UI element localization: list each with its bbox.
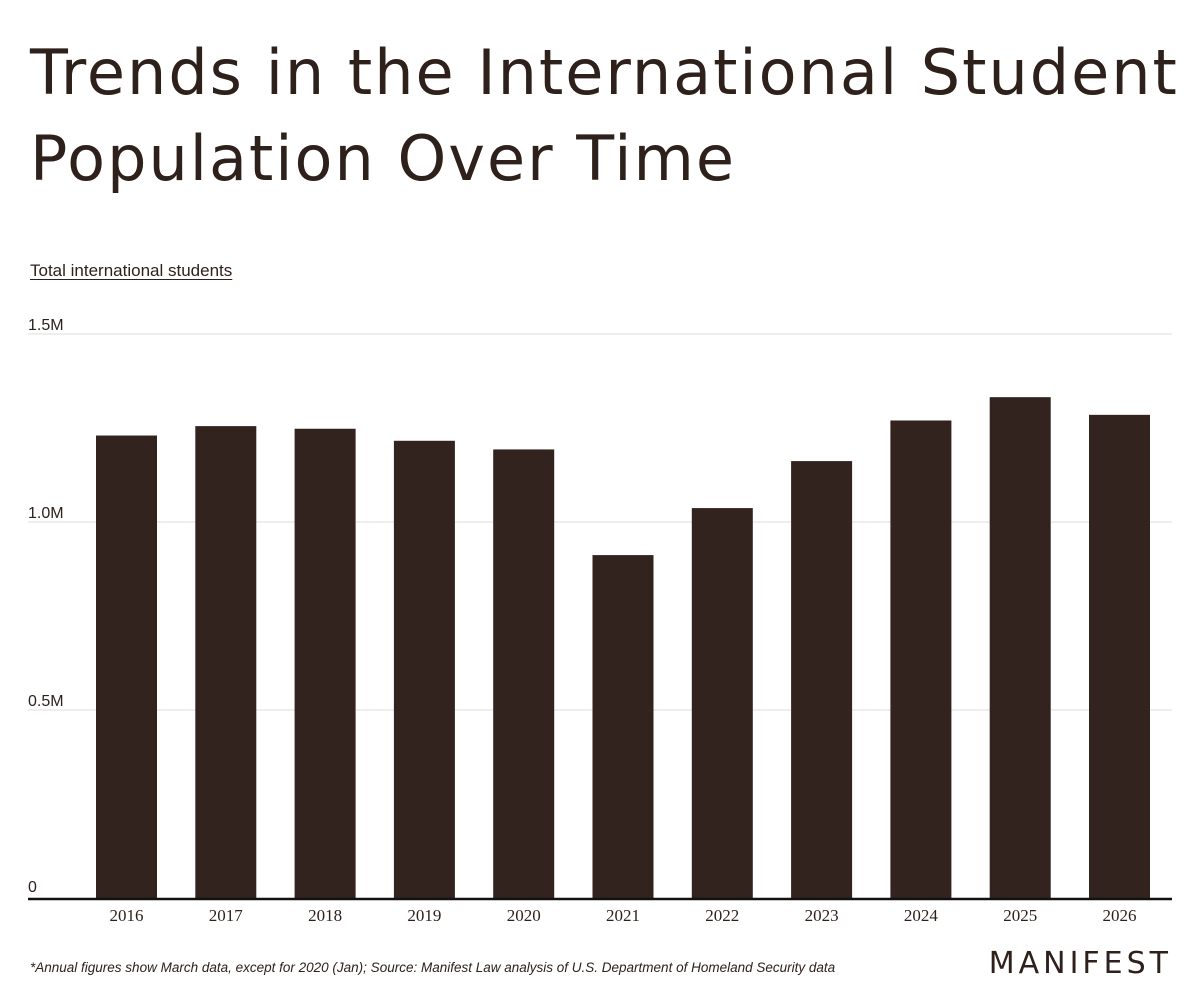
x-tick-label: 2021 xyxy=(606,906,640,925)
x-tick-label: 2020 xyxy=(507,906,541,925)
bar-2016 xyxy=(96,435,157,898)
bar-2020 xyxy=(493,449,555,898)
bars xyxy=(96,397,1150,898)
y-axis-title: Total international students xyxy=(30,261,233,280)
y-tick-label: 0.5M xyxy=(28,693,64,710)
x-tick-label: 2024 xyxy=(904,906,939,925)
bar-2024 xyxy=(890,420,952,898)
x-tick-label: 2026 xyxy=(1103,906,1137,925)
y-tick-label: 0 xyxy=(28,879,37,896)
y-tick-label: 1.5M xyxy=(28,317,64,334)
bar-chart: 00.5M1.0M1.5M 2016 2017 2018 2019 2020 2021 20… xyxy=(28,317,1172,925)
x-tick-label: 2023 xyxy=(805,906,839,925)
bar-2018 xyxy=(294,428,356,898)
bar-2019 xyxy=(393,440,455,898)
x-tick-label: 2025 xyxy=(1003,906,1037,925)
bar-2025 xyxy=(989,397,1051,898)
x-tick-label: 2022 xyxy=(705,906,739,925)
x-tick-label: 2016 xyxy=(110,906,144,925)
x-tick-label: 2019 xyxy=(407,906,441,925)
x-tick-label: 2018 xyxy=(308,906,342,925)
bar-2026 xyxy=(1089,414,1150,898)
y-tick-label: 1.0M xyxy=(28,505,64,522)
bar-2023 xyxy=(791,461,853,898)
source-footnote: *Annual figures show March data, except … xyxy=(30,960,836,975)
bar-2021 xyxy=(592,555,654,898)
manifest-logo: MANIFEST xyxy=(988,946,1172,981)
page-title: Trends in the International Student Popu… xyxy=(30,36,1179,195)
x-axis-ticks: 2016 2017 2018 2019 2020 2021 2022 2023 2024 2025… xyxy=(110,906,1137,925)
y-axis-ticks: 0 0.5M 1.0M 1.5M xyxy=(28,317,64,896)
bar-2017 xyxy=(195,426,257,898)
bar-2022 xyxy=(691,508,753,898)
x-tick-label: 2017 xyxy=(209,906,244,925)
